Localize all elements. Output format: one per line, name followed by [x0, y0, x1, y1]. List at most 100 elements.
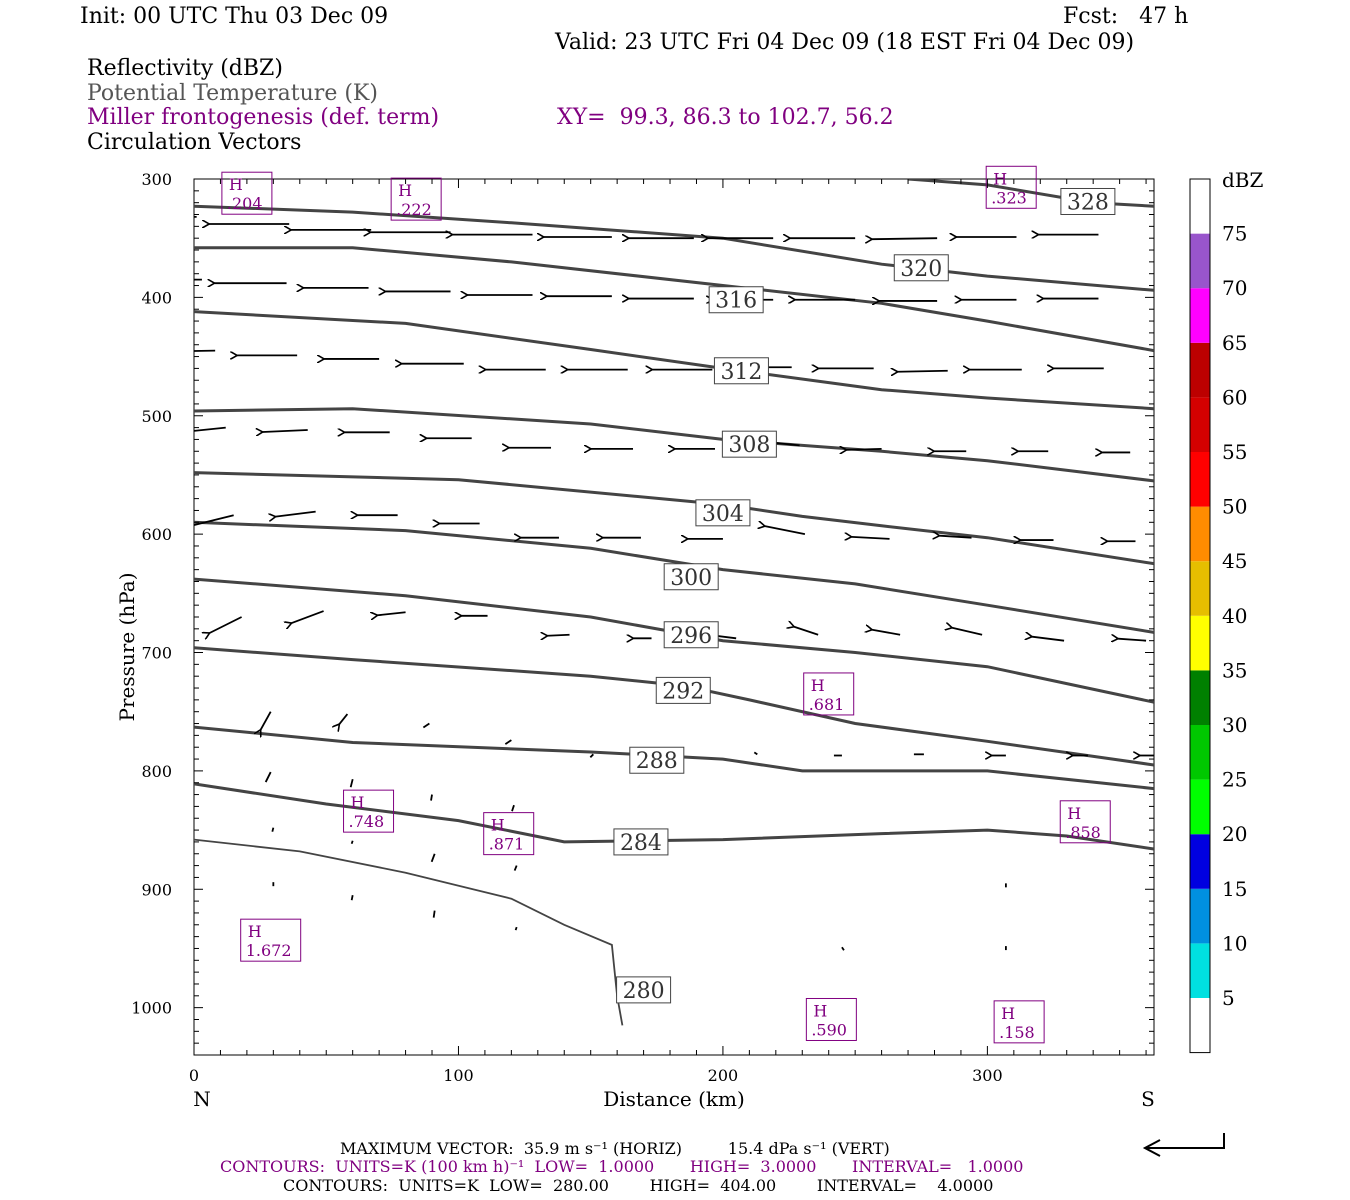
circulation-vector — [940, 536, 972, 538]
colorbar-bin — [1190, 233, 1210, 289]
fronto-max-value: .204 — [227, 194, 263, 213]
circulation-vector — [422, 722, 430, 729]
reference-vector-arrowhead — [1142, 1139, 1161, 1157]
colorbar-tick-label: 10 — [1222, 931, 1247, 955]
circulation-vector — [1032, 637, 1065, 642]
fronto-max-value: .748 — [349, 812, 385, 831]
colorbar-tick-label: 15 — [1222, 877, 1247, 901]
fronto-max-label: H — [811, 676, 825, 695]
colorbar-tick-label: 30 — [1222, 713, 1247, 737]
fronto-max-box — [805, 997, 857, 1041]
fronto-max-label: H — [351, 793, 365, 812]
colorbar-tick-label: 75 — [1222, 222, 1247, 246]
isentrope-296 — [194, 577, 1154, 704]
colorbar-bin — [1190, 288, 1210, 343]
fronto-max-box — [985, 165, 1037, 209]
circulation-vector — [432, 910, 436, 918]
isentrope-label-box — [655, 676, 711, 704]
colorbar-bin — [1190, 779, 1210, 835]
cross-section-endpoints: XY= 99.3, 86.3 to 102.7, 56.2 — [557, 105, 894, 130]
fronto-max-value: .681 — [809, 695, 845, 714]
fronto-max-box — [483, 812, 535, 856]
fronto-max-label: H — [813, 1001, 827, 1020]
isentrope-label-box — [708, 286, 764, 314]
colorbar-frame — [1189, 178, 1211, 1054]
circulation-vector — [194, 514, 234, 525]
colorbar-bin — [1190, 179, 1210, 234]
isentrope-label: 320 — [900, 257, 942, 282]
valid-label: Valid: 23 UTC Fri 04 Dec 09 (18 EST Fri … — [555, 30, 1135, 55]
colorbar-tick-label: 20 — [1222, 822, 1247, 846]
circulation-vector — [349, 778, 354, 788]
isentrope-label-box — [629, 746, 685, 774]
fronto-max-box — [221, 171, 273, 215]
fronto-max-label: H — [491, 816, 505, 835]
isentrope-292 — [194, 646, 1154, 767]
colorbar-bin — [1190, 397, 1210, 452]
fronto-max-value: .590 — [811, 1020, 847, 1039]
fronto-max-value: .323 — [991, 188, 1027, 207]
fronto-max-box — [993, 1000, 1045, 1044]
x-axis-title: Distance (km) — [603, 1087, 745, 1111]
y-tick-label: 800 — [141, 762, 172, 781]
colorbar-bin — [1190, 561, 1210, 616]
forecast-label: Fcst: 47 h — [1063, 4, 1189, 29]
fronto-max-box — [803, 672, 855, 716]
isentrope-label: 328 — [1067, 190, 1109, 215]
circulation-vector — [765, 526, 806, 536]
fronto-max-box — [390, 177, 442, 221]
colorbar-tick-label: 60 — [1222, 385, 1247, 409]
isentrope-label-box — [616, 976, 672, 1004]
x-start-label: N — [193, 1087, 211, 1111]
colorbar-bin — [1190, 342, 1210, 398]
plot-frame — [193, 178, 1155, 1056]
isentrope-label: 280 — [623, 979, 665, 1004]
colorbar-tick-label: 40 — [1222, 604, 1247, 628]
circulation-vector — [852, 537, 890, 539]
y-tick-label: 1000 — [131, 999, 172, 1018]
circulation-vector — [872, 630, 901, 636]
circulation-vector — [339, 713, 349, 724]
colorbar-bin — [1190, 998, 1210, 1053]
isentrope-304 — [194, 471, 1154, 566]
isentrope-label-box — [663, 563, 719, 591]
isentrope-label: 308 — [728, 433, 770, 458]
circulation-vector — [271, 827, 275, 832]
fronto-max-value: .871 — [489, 835, 525, 854]
circulation-vector — [263, 430, 308, 432]
init-label: Init: 00 UTC Thu 03 Dec 09 — [80, 4, 389, 29]
y-tick-label: 700 — [141, 644, 172, 663]
circulation-vector — [514, 926, 518, 931]
reference-vector — [1146, 1133, 1225, 1149]
isentrope-label-box — [721, 430, 777, 458]
colorbar-bin — [1190, 834, 1210, 889]
isentrope-316 — [194, 246, 1154, 353]
circulation-vector — [430, 794, 433, 801]
circulation-vector — [210, 616, 243, 633]
fronto-max-box — [240, 918, 302, 962]
circulation-vector — [504, 739, 512, 745]
colorbar-bin — [1190, 452, 1210, 507]
isentrope-label-box — [695, 499, 751, 527]
circulation-vector — [513, 865, 518, 871]
isentrope-label: 284 — [620, 831, 662, 856]
y-tick-label: 500 — [141, 407, 172, 426]
circulation-vector — [378, 612, 406, 615]
x-tick-label: 100 — [443, 1066, 474, 1085]
circulation-vector — [350, 895, 354, 901]
isentrope-284 — [194, 782, 1154, 851]
isentrope-label: 300 — [670, 566, 712, 591]
colorbar-bin — [1190, 725, 1210, 780]
colorbar-bin — [1190, 615, 1210, 671]
x-tick-label: 200 — [708, 1066, 739, 1085]
isentrope-label-box — [893, 254, 949, 282]
colorbar-tick-label: 5 — [1222, 986, 1235, 1010]
circulation-vector — [276, 510, 316, 517]
fronto-max-box — [1059, 800, 1111, 844]
circulation-vector — [794, 627, 819, 636]
colorbar-unit: dBZ — [1222, 168, 1264, 192]
fronto-max-label: H — [398, 181, 412, 200]
colorbar-tick-label: 50 — [1222, 495, 1247, 519]
circulation-vector — [292, 610, 324, 623]
